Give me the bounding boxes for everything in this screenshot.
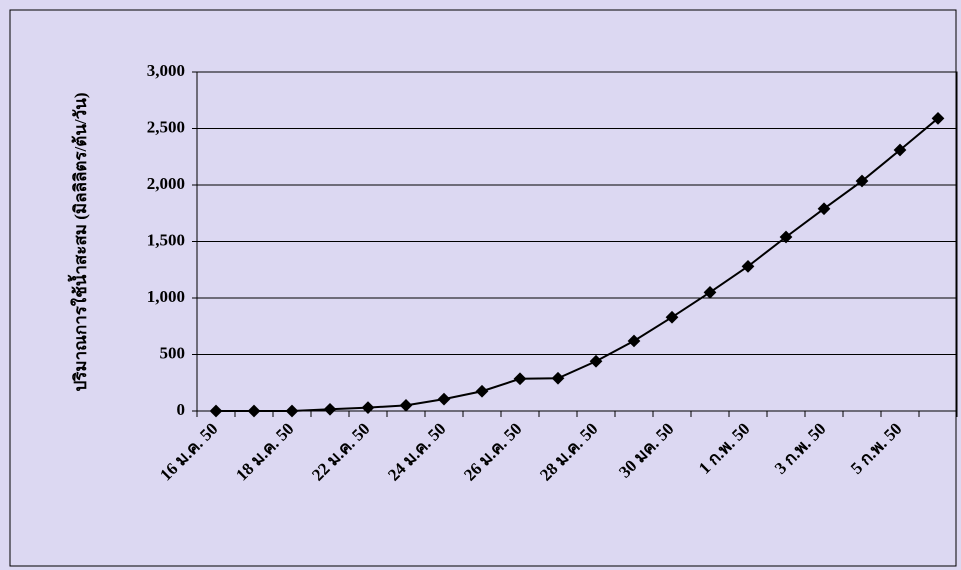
y-tick-label: 500 bbox=[160, 343, 186, 362]
marker bbox=[437, 392, 451, 406]
y-tick-label: 2,000 bbox=[147, 174, 185, 193]
marker bbox=[399, 398, 413, 412]
y-tick-label: 0 bbox=[177, 400, 186, 419]
marker bbox=[323, 402, 337, 416]
y-axis-label: ปริมาณการใช้น้ำสะสม (มิลลิลิตร/ต้น/วัน) bbox=[67, 93, 90, 392]
marker bbox=[285, 404, 299, 418]
line bbox=[216, 117, 939, 412]
marker bbox=[475, 384, 489, 398]
y-tick-label: 3,000 bbox=[147, 61, 185, 80]
y-tick-label: 1,500 bbox=[147, 230, 185, 249]
marker bbox=[209, 404, 223, 418]
marker bbox=[361, 401, 375, 414]
y-tick-label: 2,500 bbox=[147, 117, 185, 136]
marker bbox=[247, 404, 261, 418]
chart-frame bbox=[9, 9, 957, 567]
y-tick-label: 1,000 bbox=[147, 287, 185, 306]
